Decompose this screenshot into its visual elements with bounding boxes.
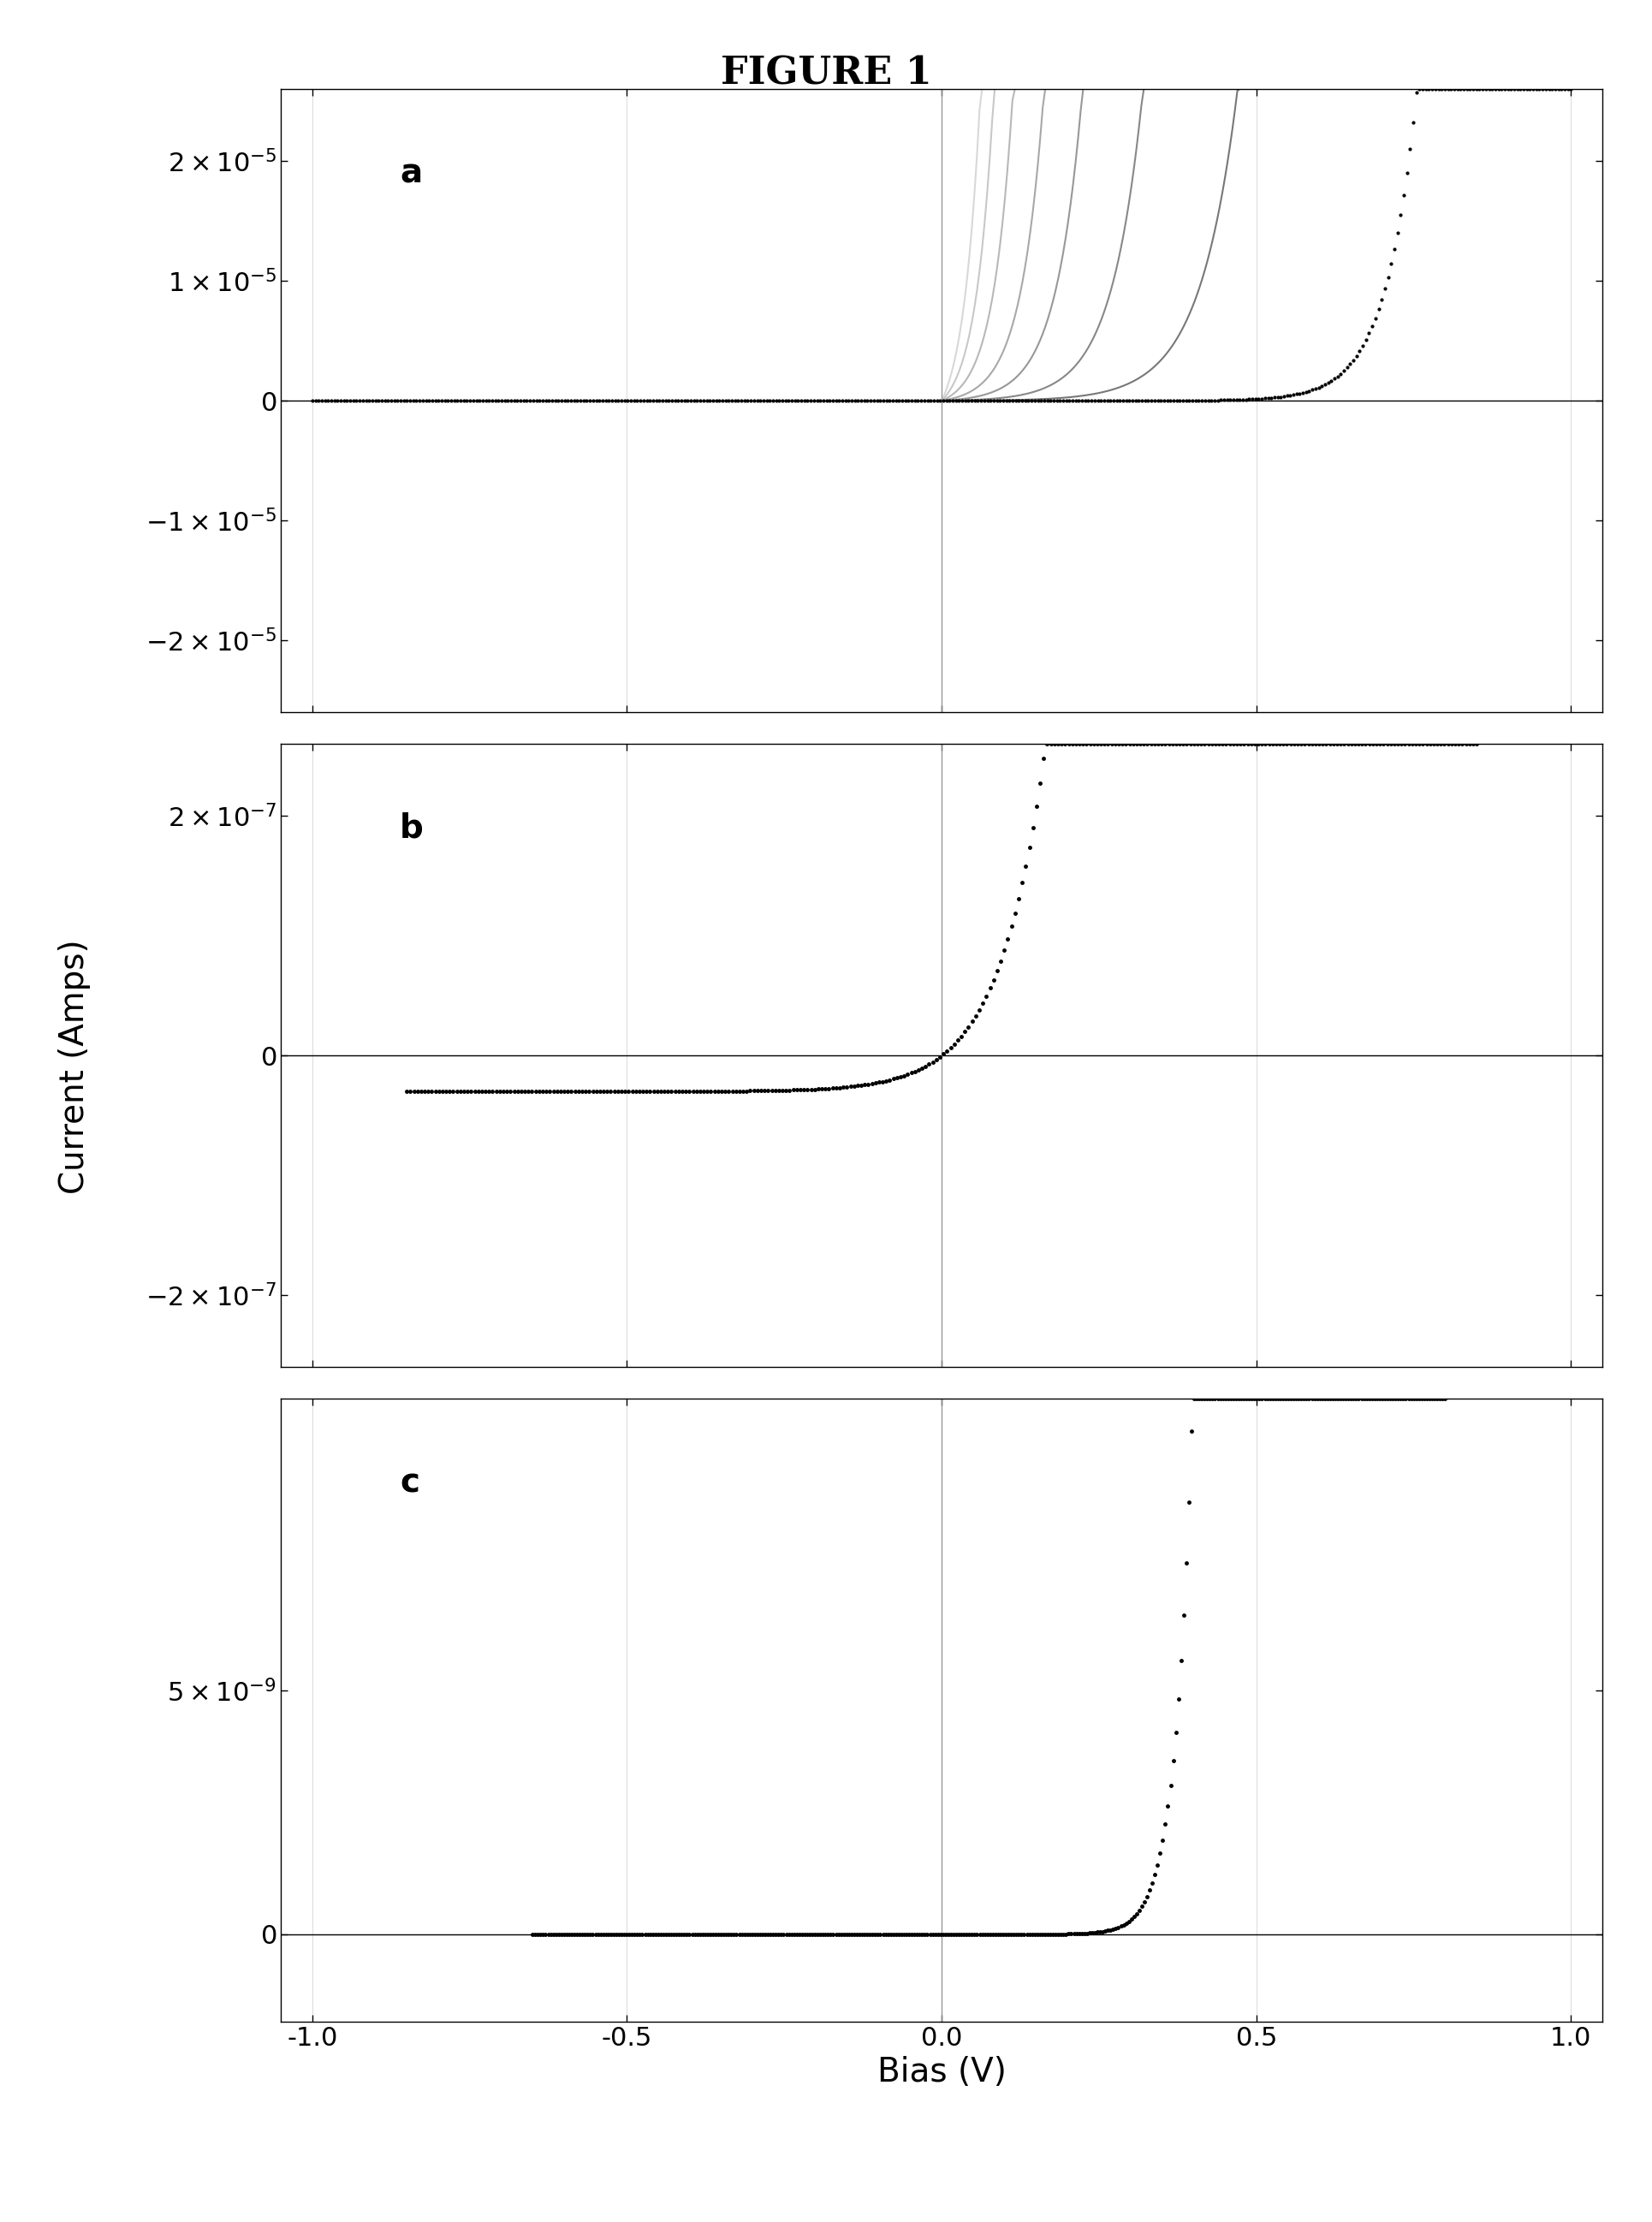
Text: a: a — [400, 158, 423, 189]
Text: FIGURE 1: FIGURE 1 — [720, 56, 932, 93]
Text: Current (Amps): Current (Amps) — [58, 940, 91, 1193]
X-axis label: Bias (V): Bias (V) — [877, 2055, 1006, 2089]
Text: b: b — [400, 811, 423, 844]
Text: c: c — [400, 1467, 420, 1500]
